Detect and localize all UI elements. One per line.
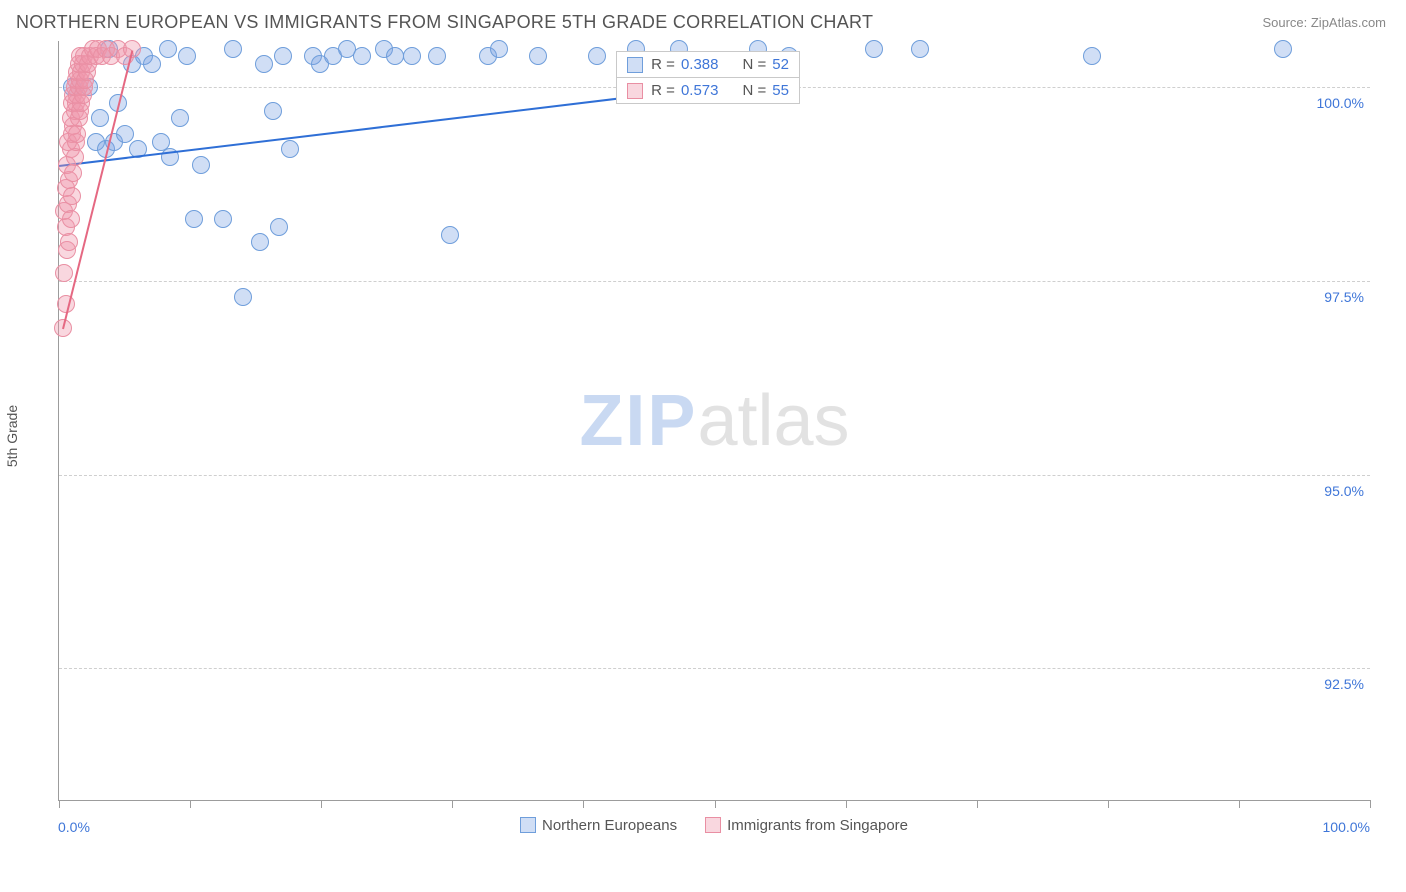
data-point-northern [264, 102, 282, 120]
data-point-northern [428, 47, 446, 65]
data-point-northern [1083, 47, 1101, 65]
data-point-northern [178, 47, 196, 65]
chart-container: 5th Grade ZIPatlas 92.5%95.0%97.5%100.0%… [16, 41, 1390, 831]
data-point-northern [171, 109, 189, 127]
stat-legend-row-singapore: R = 0.573 N = 55 [616, 77, 800, 104]
data-point-northern [1274, 40, 1292, 58]
data-point-northern [441, 226, 459, 244]
chart-title: NORTHERN EUROPEAN VS IMMIGRANTS FROM SIN… [16, 12, 873, 33]
x-axis-min-label: 0.0% [58, 819, 90, 835]
data-point-northern [911, 40, 929, 58]
y-tick-label: 97.5% [1324, 289, 1364, 305]
stat-n-label: N = [742, 56, 766, 73]
data-point-northern [281, 140, 299, 158]
watermark-part2: atlas [697, 381, 849, 461]
stat-n-label: N = [742, 82, 766, 99]
data-point-northern [529, 47, 547, 65]
x-axis-labels: 0.0% Northern EuropeansImmigrants from S… [58, 801, 1370, 831]
gridline-h [59, 281, 1370, 282]
stat-n-value: 52 [772, 56, 789, 73]
data-point-northern [353, 47, 371, 65]
stat-r-label: R = [651, 82, 675, 99]
source-label: Source: ZipAtlas.com [1262, 15, 1386, 30]
plot-area: ZIPatlas 92.5% 95.0% 97.5% 100.0% R = 0.388 N … [58, 41, 1370, 801]
y-axis-label: 5th Grade [4, 405, 20, 467]
gridline-h [59, 475, 1370, 476]
data-point-northern [865, 40, 883, 58]
data-point-northern [116, 125, 134, 143]
y-tick-label: 100.0% [1317, 95, 1364, 111]
bottom-legend-item: Northern Europeans [520, 817, 677, 834]
legend-swatch [627, 83, 643, 99]
data-point-singapore [55, 264, 73, 282]
data-point-northern [403, 47, 421, 65]
watermark: ZIPatlas [579, 380, 849, 462]
data-point-singapore [60, 233, 78, 251]
data-point-singapore [123, 40, 141, 58]
legend-swatch [705, 817, 721, 833]
data-point-northern [91, 109, 109, 127]
stat-r-value: 0.573 [681, 82, 719, 99]
watermark-part1: ZIP [579, 381, 697, 461]
legend-label: Immigrants from Singapore [727, 817, 908, 834]
data-point-singapore [62, 210, 80, 228]
bottom-legend: Northern Europeans Immigrants from Singap… [520, 817, 908, 834]
data-point-northern [185, 210, 203, 228]
data-point-northern [159, 40, 177, 58]
stat-legend-row-northern: R = 0.388 N = 52 [616, 51, 800, 78]
data-point-northern [490, 40, 508, 58]
legend-swatch [627, 57, 643, 73]
stat-n-value: 55 [772, 82, 789, 99]
data-point-singapore [63, 187, 81, 205]
data-point-singapore [66, 148, 84, 166]
y-tick-label: 92.5% [1324, 676, 1364, 692]
data-point-northern [192, 156, 210, 174]
data-point-northern [255, 55, 273, 73]
data-point-northern [143, 55, 161, 73]
bottom-legend-item: Immigrants from Singapore [705, 817, 908, 834]
stat-r-value: 0.388 [681, 56, 719, 73]
legend-swatch [520, 817, 536, 833]
data-point-northern [214, 210, 232, 228]
data-point-northern [588, 47, 606, 65]
data-point-northern [386, 47, 404, 65]
data-point-northern [251, 233, 269, 251]
trendline-northern [59, 87, 702, 166]
x-axis-max-label: 100.0% [1323, 819, 1370, 835]
data-point-northern [270, 218, 288, 236]
y-tick-label: 95.0% [1324, 483, 1364, 499]
x-tick [1370, 800, 1371, 808]
data-point-singapore [68, 125, 86, 143]
data-point-northern [224, 40, 242, 58]
data-point-singapore [64, 164, 82, 182]
stat-legend: R = 0.388 N = 52 R = 0.573 N = 55 [616, 51, 800, 103]
data-point-northern [274, 47, 292, 65]
data-point-northern [234, 288, 252, 306]
legend-label: Northern Europeans [542, 817, 677, 834]
stat-r-label: R = [651, 56, 675, 73]
gridline-h [59, 668, 1370, 669]
